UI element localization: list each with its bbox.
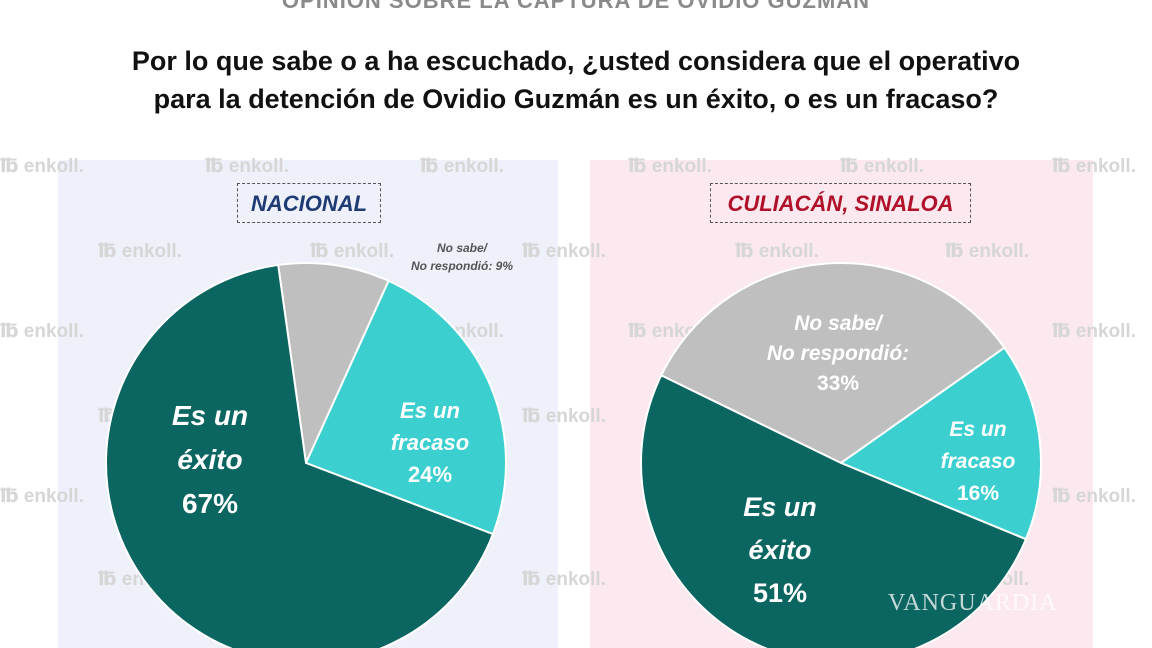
pie-slice-culiacan-2 (640, 373, 1028, 648)
slice-label-culiacan-0: No sabe/No respondió: 33% (767, 312, 909, 395)
question-line-1: Por lo que sabe o a ha escuchado, ¿usted… (131, 46, 1021, 76)
enkoll-watermark: ℔ enkoll. (1052, 321, 1136, 342)
enkoll-watermark: ℔ enkoll. (0, 486, 84, 507)
pie-slice-nacional-2 (105, 263, 495, 648)
enkoll-watermark: ℔ enkoll. (1052, 156, 1136, 177)
enkoll-watermark: ℔ enkoll. (205, 156, 289, 177)
slice-label-culiacan-1: Es un fracaso 16% (941, 418, 1016, 505)
enkoll-watermark: ℔ enkoll. (522, 241, 606, 262)
nacional-chart-title: NACIONAL (237, 183, 381, 223)
slice-label-culiacan-2: Es un éxito 51% (743, 492, 817, 608)
question-line-2: para la detención de Ovidio Guzmán es un… (153, 84, 999, 114)
culiacan-chart-title: CULIACÁN, SINALOA (710, 183, 971, 223)
enkoll-watermark: ℔ enkoll. (0, 321, 84, 342)
enkoll-watermark: ℔ enkoll. (735, 241, 819, 262)
pie-slice-culiacan-1 (838, 346, 1043, 541)
enkoll-watermark: ℔ enkoll. (945, 241, 1029, 262)
slice-label-nacional-0: No sabe/No respondió: 9% (411, 241, 513, 273)
slice-label-nacional-1: Es un fracaso 24% (391, 398, 469, 487)
pie-slice-nacional-0 (277, 262, 390, 467)
enkoll-watermark: ℔ enkoll. (310, 241, 394, 262)
enkoll-watermark: ℔ enkoll. (420, 156, 504, 177)
pie-slice-nacional-1 (304, 279, 507, 536)
enkoll-watermark: ℔ enkoll. (522, 406, 606, 427)
enkoll-watermark: ℔ enkoll. (98, 241, 182, 262)
enkoll-watermark: ℔ enkoll. (840, 156, 924, 177)
slice-label-nacional-2: Es un éxito 67% (172, 400, 248, 519)
report-title: OPINIÓN SOBRE LA CAPTURA DE OVIDIO GUZMÁ… (281, 0, 871, 13)
pie-slice-culiacan-0 (659, 262, 1006, 465)
enkoll-watermark: ℔ enkoll. (628, 156, 712, 177)
survey-question: Por lo que sabe o a ha escuchado, ¿usted… (40, 42, 1112, 118)
enkoll-watermark: ℔ enkoll. (522, 569, 606, 590)
publisher-watermark: VANGUARDIA (888, 590, 1058, 616)
enkoll-watermark: ℔ enkoll. (1052, 486, 1136, 507)
enkoll-watermark: ℔ enkoll. (0, 156, 84, 177)
